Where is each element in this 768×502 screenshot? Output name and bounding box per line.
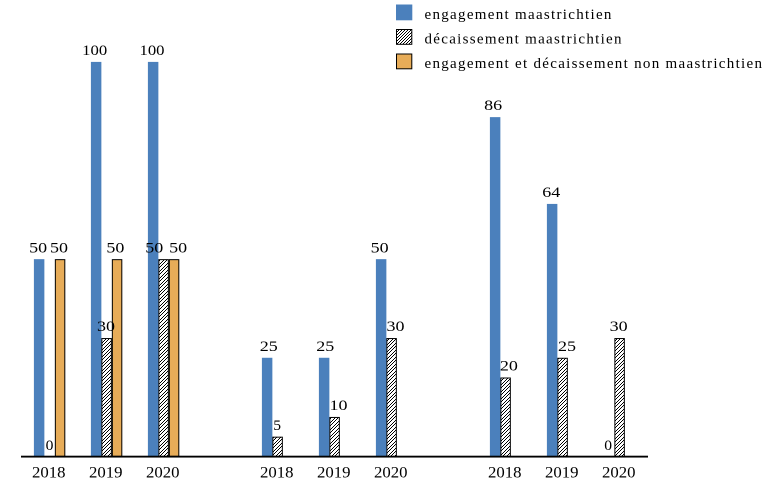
svg-text:50: 50 [106, 240, 124, 256]
svg-text:2019: 2019 [545, 465, 579, 482]
svg-text:25: 25 [260, 339, 278, 355]
svg-text:25: 25 [558, 339, 576, 355]
svg-text:2020: 2020 [602, 465, 636, 482]
svg-text:2019: 2019 [317, 465, 351, 482]
svg-text:10: 10 [330, 398, 348, 414]
svg-text:2018: 2018 [260, 465, 294, 482]
svg-text:30: 30 [610, 319, 628, 335]
svg-text:0: 0 [46, 438, 54, 454]
svg-text:20: 20 [500, 359, 518, 375]
svg-text:50: 50 [145, 240, 163, 256]
svg-text:50: 50 [50, 240, 68, 256]
svg-text:2018: 2018 [488, 465, 522, 482]
svg-text:50: 50 [29, 240, 47, 256]
svg-text:engagement et décaissement non: engagement et décaissement non maastrich… [425, 56, 764, 72]
svg-text:5: 5 [273, 418, 281, 434]
svg-text:0: 0 [604, 438, 612, 454]
svg-text:2019: 2019 [89, 465, 123, 482]
svg-text:2018: 2018 [32, 465, 66, 482]
svg-text:64: 64 [542, 185, 561, 201]
svg-text:2020: 2020 [374, 465, 408, 482]
svg-text:engagement maastrichtien: engagement maastrichtien [425, 7, 613, 23]
svg-text:100: 100 [140, 43, 165, 59]
svg-text:50: 50 [371, 240, 389, 256]
svg-text:25: 25 [316, 339, 334, 355]
svg-text:86: 86 [484, 98, 503, 114]
svg-text:décaissement maastrichtien: décaissement maastrichtien [425, 31, 623, 47]
svg-text:2020: 2020 [146, 465, 180, 482]
svg-text:50: 50 [169, 240, 187, 256]
svg-text:30: 30 [387, 319, 405, 335]
svg-text:30: 30 [97, 319, 115, 335]
svg-text:100: 100 [82, 43, 107, 59]
